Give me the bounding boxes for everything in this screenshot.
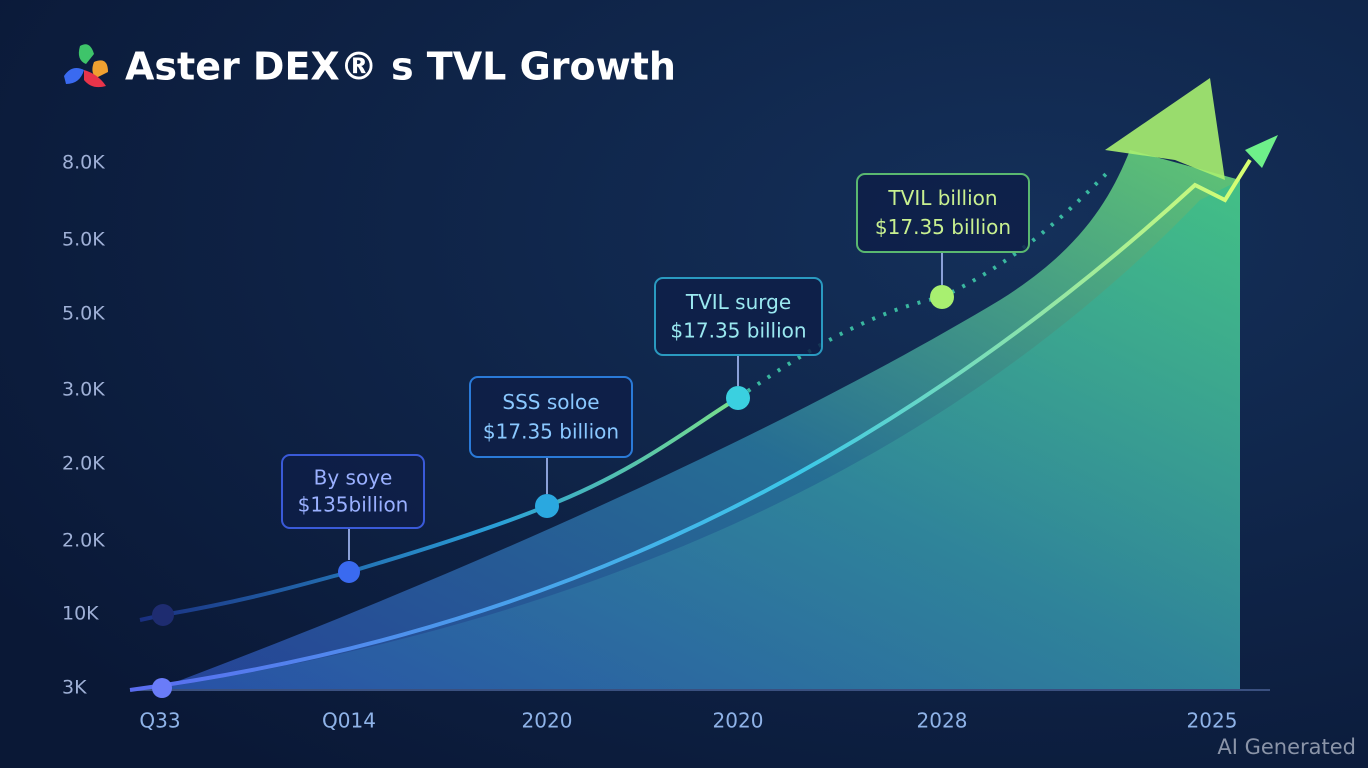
point [152, 604, 174, 626]
point [726, 386, 750, 410]
big-arrow [1105, 78, 1225, 180]
x-label: Q33 [139, 709, 180, 733]
curve [129, 158, 1252, 692]
small-arrow [1245, 135, 1278, 168]
logo [64, 44, 108, 88]
callout-line1: SSS soloe [502, 390, 599, 414]
x-label: 2020 [522, 709, 573, 733]
y-label: 2.0K [62, 453, 105, 475]
y-label: 8.0K [62, 152, 105, 174]
x-label: 2028 [917, 709, 968, 733]
y-label: 5.0K [62, 303, 105, 325]
callout-line1: TVIL billion [887, 186, 997, 210]
callout-line1: TVIL surge [685, 290, 791, 314]
point [930, 285, 954, 309]
x-label: 2025 [1187, 709, 1238, 733]
x-label: 2020 [713, 709, 764, 733]
y-label: 10K [62, 603, 99, 625]
callout-box [469, 376, 633, 458]
y-label: 3K [62, 677, 87, 699]
callout-line2: $17.35 billion [483, 420, 619, 444]
callout-line2: $135billion [298, 493, 409, 517]
callout-box [654, 277, 823, 356]
x-label: Q014 [322, 709, 376, 733]
callout-box [856, 173, 1030, 253]
watermark: AI Generated [1217, 735, 1356, 759]
callout-line2: $17.35 billion [875, 215, 1011, 239]
callout-line2: $17.35 billion [670, 318, 806, 342]
point [338, 561, 360, 583]
y-label: 3.0K [62, 379, 105, 401]
point [535, 494, 559, 518]
callout-line1: By soye [314, 466, 393, 490]
callout-box [281, 454, 425, 529]
y-label: 2.0K [62, 530, 105, 552]
area-front [160, 180, 1240, 690]
line [139, 396, 740, 622]
point [152, 678, 172, 698]
connectors [348, 252, 943, 560]
title: Aster DEX® s TVL Growth [125, 45, 676, 89]
y-label: 5.0K [62, 229, 105, 251]
